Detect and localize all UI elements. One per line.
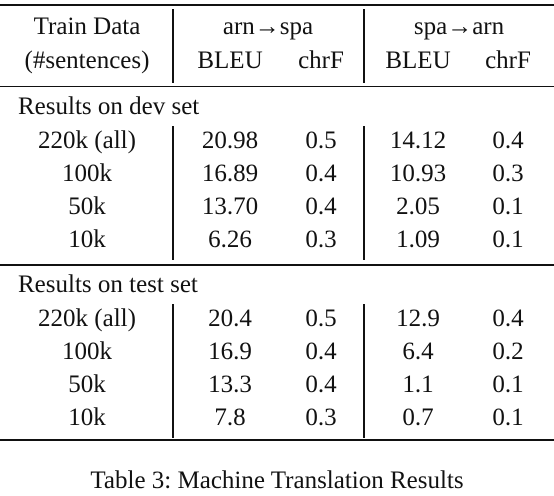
cell-arn-spa-chrf: 0.3 xyxy=(305,226,337,253)
cell-train: 220k (all) xyxy=(38,305,136,332)
cell-arn-spa-bleu: 20.4 xyxy=(208,305,252,332)
cell-arn-spa-chrf: 0.5 xyxy=(305,127,337,154)
cell-arn-spa-bleu: 6.26 xyxy=(208,226,252,253)
cell-spa-arn-bleu: 14.12 xyxy=(389,127,447,154)
dev-divider-1 xyxy=(172,126,174,260)
section-title-test: Results on test set xyxy=(18,271,198,298)
cell-train: 10k xyxy=(68,226,106,253)
cell-spa-arn-chrf: 0.2 xyxy=(492,338,524,365)
cell-train: 220k (all) xyxy=(38,127,136,154)
dev-divider-2 xyxy=(363,126,365,260)
header-bleu-2: BLEU xyxy=(385,47,451,74)
cell-spa-arn-bleu: 10.93 xyxy=(389,160,447,187)
cell-spa-arn-bleu: 1.1 xyxy=(402,371,434,398)
cell-spa-arn-chrf: 0.3 xyxy=(492,160,524,187)
section-rule xyxy=(0,264,554,266)
cell-train: 100k xyxy=(62,338,112,365)
cell-train: 50k xyxy=(68,193,106,220)
cell-spa-arn-chrf: 0.4 xyxy=(492,305,524,332)
cell-spa-arn-bleu: 0.7 xyxy=(402,404,434,431)
header-divider-2 xyxy=(363,9,365,83)
header-chrf-1: chrF xyxy=(298,47,344,74)
cell-train: 10k xyxy=(68,404,106,431)
cell-arn-spa-chrf: 0.4 xyxy=(305,160,337,187)
cell-arn-spa-bleu: 16.9 xyxy=(208,338,252,365)
header-bleu-1: BLEU xyxy=(197,47,263,74)
header-spa-arn: spa→arn xyxy=(413,13,505,40)
header-chrf-2: chrF xyxy=(485,47,531,74)
cell-arn-spa-bleu: 13.3 xyxy=(208,371,252,398)
section-title-dev: Results on dev set xyxy=(18,93,200,120)
cell-spa-arn-chrf: 0.1 xyxy=(492,404,524,431)
cell-arn-spa-bleu: 13.70 xyxy=(201,193,259,220)
header-train-data: Train Data xyxy=(33,13,141,40)
top-rule xyxy=(0,4,554,6)
header-divider-1 xyxy=(172,9,174,83)
cell-spa-arn-chrf: 0.1 xyxy=(492,226,524,253)
test-divider-1 xyxy=(172,304,174,438)
cell-arn-spa-chrf: 0.5 xyxy=(305,305,337,332)
cell-arn-spa-chrf: 0.3 xyxy=(305,404,337,431)
cell-arn-spa-bleu: 16.89 xyxy=(201,160,259,187)
cell-arn-spa-chrf: 0.4 xyxy=(305,371,337,398)
header-arn-spa: arn→spa xyxy=(222,13,314,40)
cell-spa-arn-bleu: 1.09 xyxy=(396,226,440,253)
test-divider-2 xyxy=(363,304,365,438)
cell-spa-arn-chrf: 0.4 xyxy=(492,127,524,154)
cell-spa-arn-chrf: 0.1 xyxy=(492,371,524,398)
cell-arn-spa-bleu: 7.8 xyxy=(214,404,246,431)
bottom-rule xyxy=(0,439,554,441)
header-rule xyxy=(0,86,554,87)
cell-train: 100k xyxy=(62,160,112,187)
cell-arn-spa-bleu: 20.98 xyxy=(201,127,259,154)
table-caption: Table 3: Machine Translation Results xyxy=(90,467,464,494)
cell-spa-arn-bleu: 6.4 xyxy=(402,338,434,365)
cell-train: 50k xyxy=(68,371,106,398)
cell-spa-arn-bleu: 12.9 xyxy=(396,305,440,332)
cell-arn-spa-chrf: 0.4 xyxy=(305,193,337,220)
cell-spa-arn-bleu: 2.05 xyxy=(396,193,440,220)
cell-spa-arn-chrf: 0.1 xyxy=(492,193,524,220)
header-num-sentences: (#sentences) xyxy=(24,47,150,74)
cell-arn-spa-chrf: 0.4 xyxy=(305,338,337,365)
